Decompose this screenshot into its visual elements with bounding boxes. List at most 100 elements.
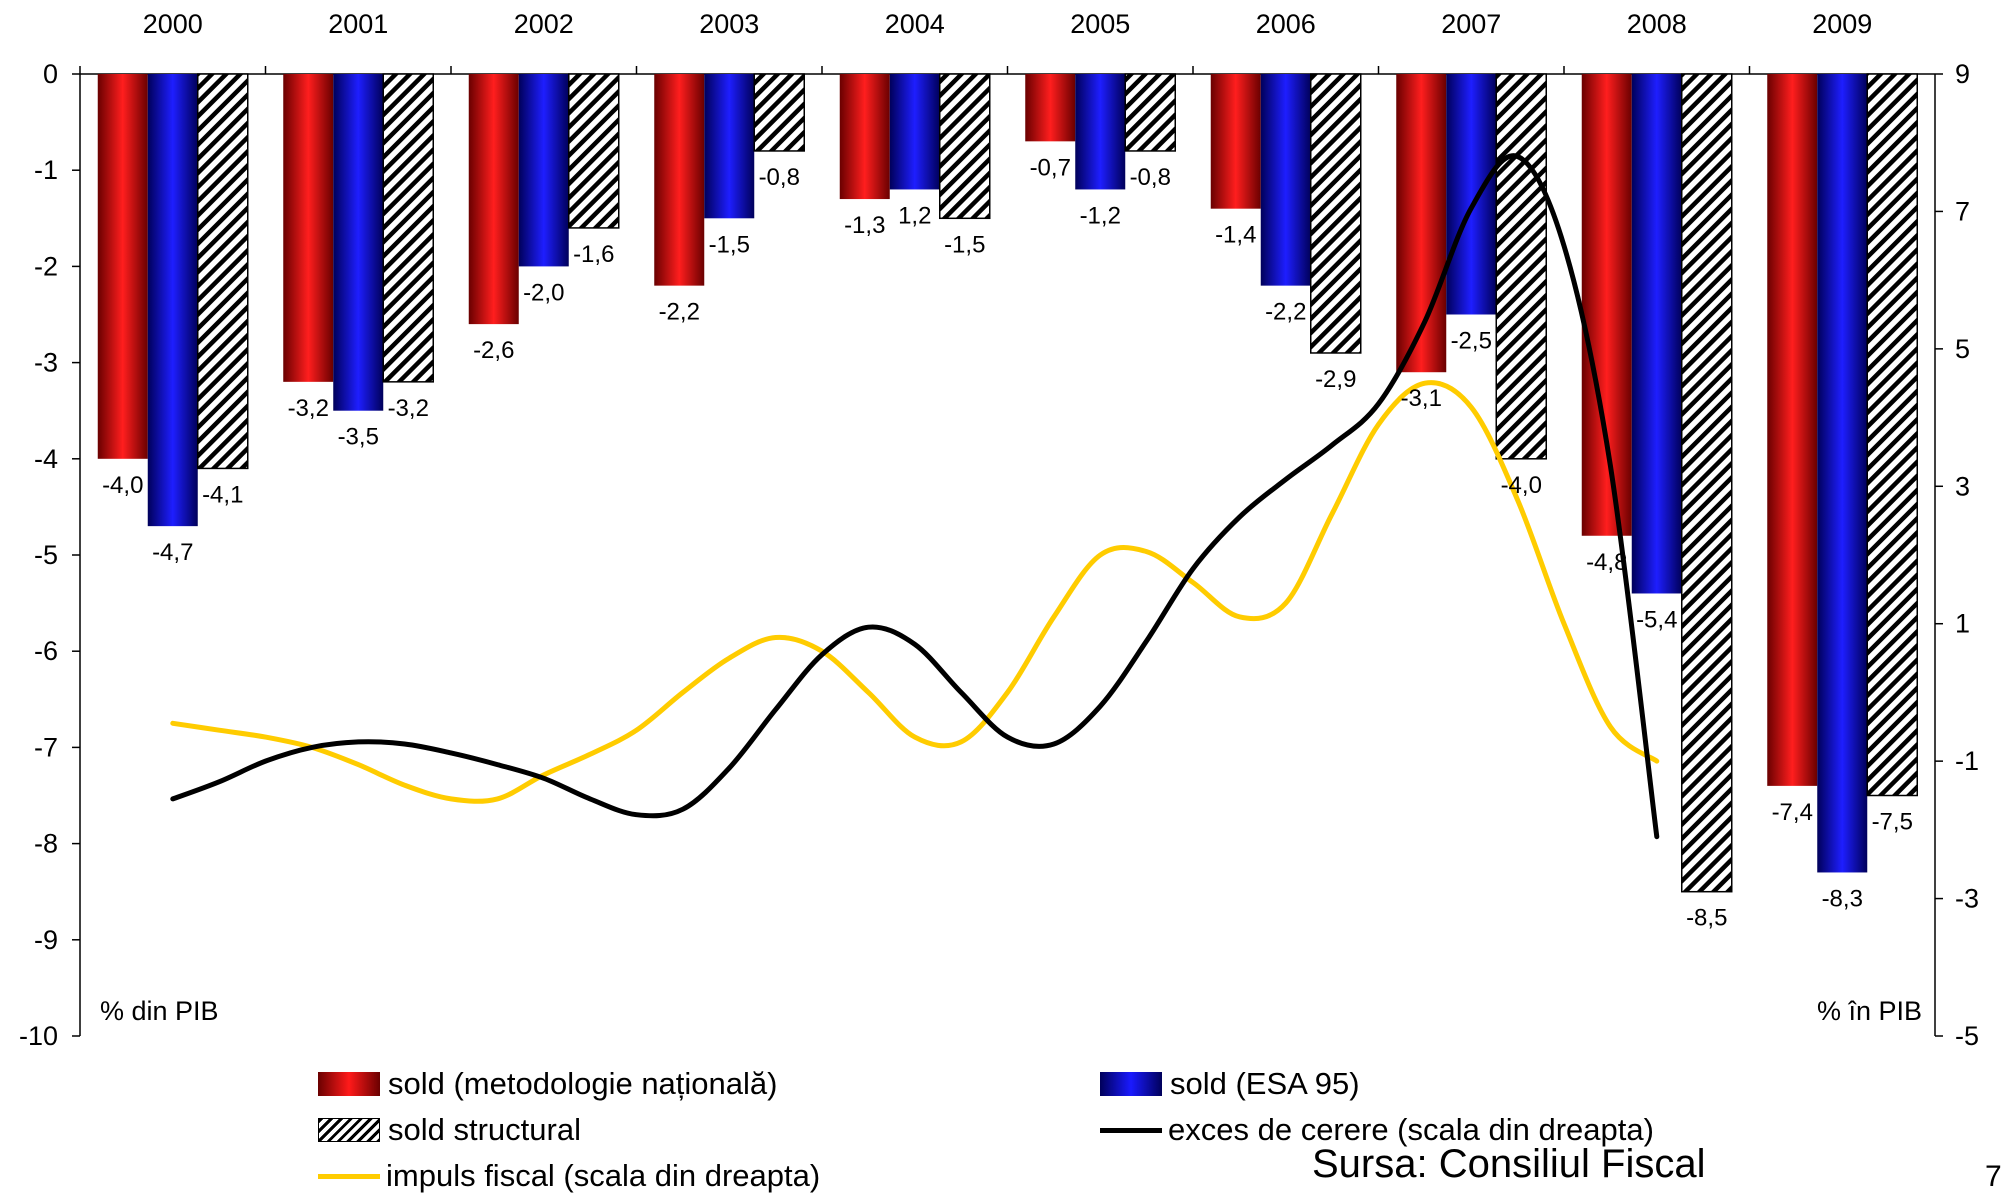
data-label: -4,8 — [1586, 549, 1627, 576]
bar-sold-structural — [197, 73, 249, 470]
y-left-tick-label: -4 — [34, 444, 58, 474]
data-label: -2,0 — [523, 279, 564, 306]
bar-sold-esa — [333, 74, 384, 411]
data-label: -0,8 — [1130, 164, 1171, 191]
legend-swatch-blue — [1100, 1072, 1162, 1096]
y-axis-left-label: % din PIB — [100, 996, 219, 1026]
data-label: -8,5 — [1686, 905, 1727, 932]
y-left-tick-label: -3 — [34, 348, 58, 378]
data-label: -1,5 — [944, 231, 985, 258]
x-tick-label: 2000 — [143, 9, 203, 39]
bar-sold-structural — [753, 73, 805, 152]
y-right-tick-label: -1 — [1955, 746, 1979, 776]
bar-sold-esa — [1075, 74, 1126, 190]
bar-sold-national — [839, 74, 890, 200]
bar-sold-national — [1767, 74, 1818, 786]
legend-label: sold structural — [388, 1112, 581, 1147]
y-left-tick-label: -1 — [34, 155, 58, 185]
y-right-tick-label: 5 — [1955, 334, 1970, 364]
data-label: -1,4 — [1215, 222, 1256, 249]
data-label: -4,0 — [102, 472, 143, 499]
data-label: -3,5 — [338, 424, 379, 451]
data-label: -2,6 — [473, 337, 514, 364]
bar-sold-esa — [1817, 74, 1868, 873]
page-number: 7 — [1985, 1160, 2002, 1193]
data-label: -0,8 — [759, 164, 800, 191]
legend-label: sold (metodologie națională) — [388, 1066, 778, 1101]
data-label: -8,3 — [1822, 885, 1863, 912]
data-label: -4,0 — [1501, 472, 1542, 499]
bar-sold-esa — [518, 74, 569, 267]
legend-item-sold-esa: sold (ESA 95) — [1100, 1066, 1360, 1102]
y-right-tick-label: 3 — [1955, 471, 1970, 501]
y-right-tick-label: -3 — [1955, 884, 1979, 914]
bar-sold-structural — [568, 73, 620, 229]
legend-item-impuls-fiscal: impuls fiscal (scala din dreapta) — [318, 1158, 820, 1194]
y-left-tick-label: -9 — [34, 925, 58, 955]
legend-swatch-red — [318, 1072, 380, 1096]
y-right-tick-label: 7 — [1955, 196, 1970, 226]
data-label: 1,2 — [898, 202, 931, 229]
x-tick-label: 2004 — [885, 9, 945, 39]
legend-item-sold-national: sold (metodologie națională) — [318, 1066, 777, 1102]
x-tick-label: 2008 — [1627, 9, 1687, 39]
source-note: Sursa: Consiliul Fiscal — [1312, 1142, 1706, 1186]
y-left-tick-label: -7 — [34, 732, 58, 762]
x-tick-label: 2002 — [514, 9, 574, 39]
bar-sold-structural — [1866, 73, 1918, 797]
legend-swatch-black-line — [1100, 1127, 1162, 1133]
y-left-tick-label: 0 — [43, 59, 58, 89]
x-tick-label: 2005 — [1070, 9, 1130, 39]
data-label: -1,6 — [573, 241, 614, 268]
data-label: -7,5 — [1872, 809, 1913, 836]
y-right-tick-label: -5 — [1955, 1021, 1979, 1051]
data-label: -1,3 — [844, 212, 885, 239]
bar-sold-national — [468, 74, 519, 325]
legend-item-exces-cerere: exces de cerere (scala din dreapta) — [1100, 1112, 1654, 1148]
bar-sold-structural — [1495, 73, 1547, 460]
legend-swatch-hatch — [318, 1118, 380, 1142]
line-exces-de-cerere — [170, 153, 1660, 840]
bar-sold-esa — [889, 74, 940, 190]
x-tick-label: 2006 — [1256, 9, 1316, 39]
data-label: -2,2 — [659, 299, 700, 326]
bar-sold-esa — [1631, 74, 1682, 594]
legend-item-sold-structural: sold structural — [318, 1112, 581, 1148]
x-tick-label: 2001 — [328, 9, 388, 39]
bar-sold-national — [1025, 74, 1076, 142]
bar-sold-national — [1581, 74, 1632, 536]
bar-sold-esa — [1260, 74, 1311, 286]
bar-sold-national — [654, 74, 705, 286]
data-label: -4,7 — [152, 539, 193, 566]
legend-swatch-yellow-line — [318, 1173, 380, 1179]
data-label: -7,4 — [1772, 799, 1813, 826]
data-label: -4,1 — [202, 481, 243, 508]
data-label: -3,2 — [288, 395, 329, 422]
bar-sold-esa — [1446, 74, 1497, 315]
data-label: -2,9 — [1315, 366, 1356, 393]
bar-sold-structural — [1681, 73, 1733, 893]
y-left-tick-label: -5 — [34, 540, 58, 570]
data-label: -2,5 — [1451, 328, 1492, 355]
bar-sold-national — [97, 74, 148, 459]
bar-sold-esa — [147, 74, 198, 527]
x-tick-label: 2007 — [1441, 9, 1501, 39]
y-right-tick-label: 1 — [1955, 609, 1970, 639]
y-left-tick-label: -2 — [34, 251, 58, 281]
line-impuls-fiscal — [170, 380, 1660, 804]
data-label: -0,7 — [1030, 154, 1071, 181]
bar-sold-structural — [1124, 73, 1176, 152]
y-axis-right-label: % în PIB — [1817, 996, 1922, 1026]
data-label: -1,5 — [709, 231, 750, 258]
y-left-tick-label: -10 — [19, 1021, 58, 1051]
legend-label: sold (ESA 95) — [1170, 1066, 1360, 1101]
bar-sold-national — [1396, 74, 1447, 373]
legend-label: exces de cerere (scala din dreapta) — [1168, 1112, 1654, 1147]
data-label: -1,2 — [1080, 202, 1121, 229]
data-label: -3,2 — [388, 395, 429, 422]
bar-sold-national — [283, 74, 334, 382]
x-tick-label: 2003 — [699, 9, 759, 39]
data-label: -3,1 — [1401, 385, 1442, 412]
bar-sold-national — [1210, 74, 1261, 209]
